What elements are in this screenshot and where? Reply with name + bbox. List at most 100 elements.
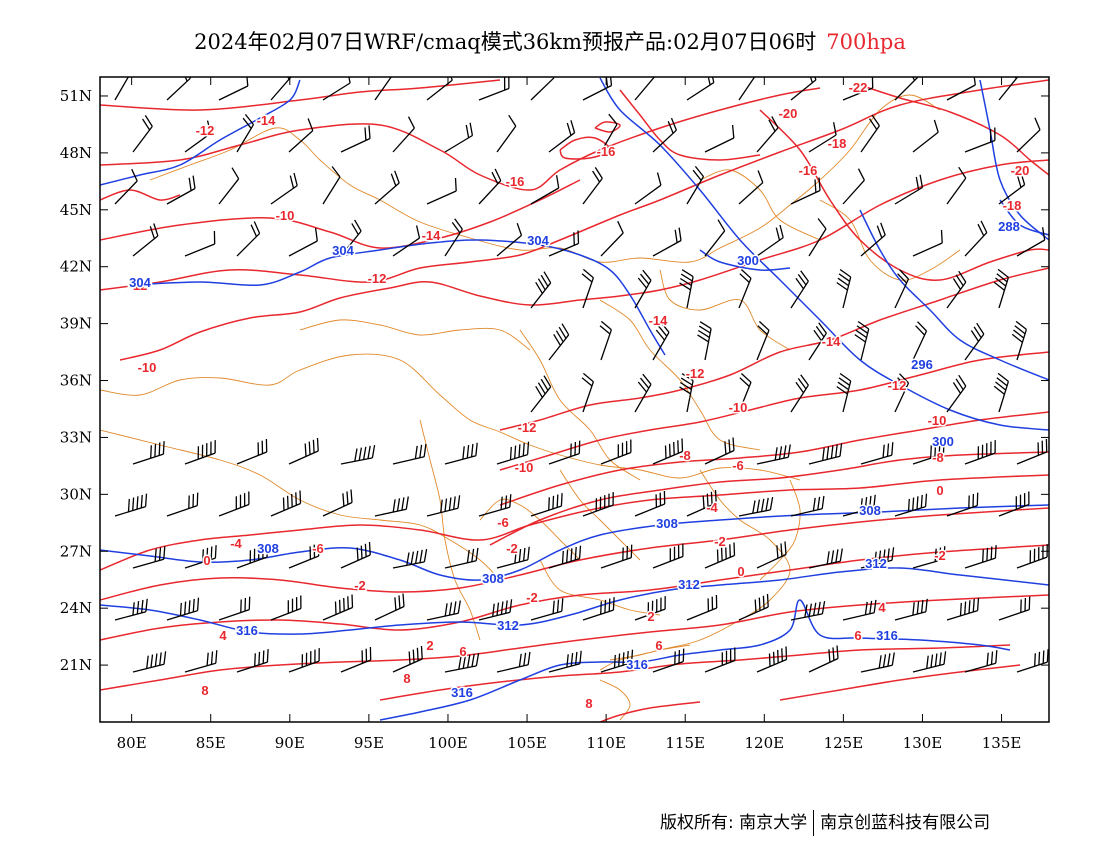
temperature-label: 8 bbox=[403, 671, 410, 686]
wind-barb bbox=[634, 596, 666, 621]
wind-barb bbox=[114, 493, 148, 517]
title-level: 700hpa bbox=[826, 30, 906, 54]
footer-copyright: 版权所有: 南京大学 bbox=[660, 813, 808, 833]
wind-barb bbox=[652, 543, 684, 569]
wind-barb bbox=[599, 320, 613, 361]
lon-tick-label: 125E bbox=[824, 734, 864, 752]
wind-barb bbox=[444, 218, 463, 257]
wind-barb bbox=[478, 494, 512, 517]
wind-barb bbox=[340, 541, 371, 569]
wind-barb bbox=[1016, 544, 1048, 569]
wind-barb bbox=[1016, 117, 1041, 153]
wind-barb bbox=[374, 496, 409, 517]
wind-barb bbox=[322, 77, 351, 101]
height-label: 312 bbox=[497, 618, 519, 633]
boundary-line bbox=[759, 479, 801, 581]
wind-barb bbox=[496, 546, 530, 569]
lat-tick-label: 48N bbox=[60, 144, 92, 162]
wind-barb bbox=[652, 648, 685, 673]
wind-barb bbox=[738, 77, 756, 101]
wind-barb bbox=[478, 168, 502, 205]
temperature-label: -6 bbox=[497, 515, 509, 530]
wind-barb bbox=[478, 599, 513, 621]
wind-barb bbox=[998, 172, 1026, 205]
wind-barb bbox=[496, 114, 517, 153]
lon-tick-label: 110E bbox=[586, 734, 626, 752]
height-contour bbox=[100, 567, 1049, 635]
wind-barb bbox=[652, 117, 678, 153]
wind-barb bbox=[738, 373, 752, 413]
temperature-label: -4 bbox=[230, 536, 242, 551]
height-contour bbox=[100, 79, 301, 186]
wind-barb bbox=[652, 321, 670, 361]
boundary-line bbox=[609, 644, 691, 661]
temperature-label: 0 bbox=[737, 564, 744, 579]
wind-barb bbox=[582, 597, 615, 621]
wind-barb bbox=[392, 225, 421, 257]
footer: 版权所有: 南京大学 南京创蓝科技有限公司 bbox=[660, 808, 990, 836]
temperature-isotherm bbox=[599, 701, 701, 722]
map-axes: 80E 85E 90E 95E 100E 105E 110E 115E 120E 125E 130E… bbox=[60, 77, 1049, 752]
height-label: 296 bbox=[911, 357, 933, 372]
height-label: 316 bbox=[626, 657, 648, 672]
height-label: 308 bbox=[656, 516, 678, 531]
wind-barb bbox=[912, 119, 939, 153]
wind-barb bbox=[652, 227, 682, 257]
wind-barb bbox=[854, 320, 870, 361]
wind-barb bbox=[236, 113, 255, 153]
wind-barb bbox=[392, 645, 423, 673]
wind-barb bbox=[270, 490, 302, 517]
wind-barb bbox=[166, 175, 196, 205]
temperature-label: -14 bbox=[822, 334, 842, 349]
wind-barb bbox=[288, 648, 320, 673]
wind-barb bbox=[808, 548, 843, 569]
temperature-label: -8 bbox=[679, 448, 691, 463]
wind-barb bbox=[842, 168, 865, 205]
wind-barb bbox=[998, 596, 1031, 621]
temperature-label: 0 bbox=[203, 553, 210, 568]
wind-barb bbox=[808, 443, 843, 465]
wind-barb bbox=[790, 177, 821, 205]
wind-barb bbox=[496, 441, 530, 465]
wind-barb bbox=[756, 116, 779, 153]
wind-barb bbox=[340, 444, 376, 465]
wind-barb bbox=[860, 114, 880, 153]
wind-barb bbox=[842, 494, 876, 517]
height-label: 300 bbox=[932, 434, 954, 449]
wind-barb bbox=[993, 268, 1010, 309]
wind-barb bbox=[912, 441, 945, 465]
wind-barb bbox=[374, 593, 405, 621]
wind-barb bbox=[530, 375, 552, 413]
temperature-label: -14 bbox=[257, 113, 277, 128]
wind-barb bbox=[964, 650, 998, 673]
wind-barb bbox=[218, 77, 249, 101]
wind-barb bbox=[600, 544, 633, 569]
lon-tick-label: 80E bbox=[117, 734, 147, 752]
boundary-line bbox=[519, 329, 641, 481]
wind-barb bbox=[946, 492, 979, 517]
wind-barb bbox=[548, 440, 581, 465]
wind-barb bbox=[738, 269, 752, 309]
height-label: 308 bbox=[257, 541, 279, 556]
wind-barb bbox=[582, 77, 613, 101]
height-label: 288 bbox=[998, 219, 1020, 234]
wind-barb bbox=[790, 77, 817, 101]
height-label: 300 bbox=[737, 253, 759, 268]
temperature-labels: -22-20-20-18-18-16-16-16-14-14-14-14-12-… bbox=[127, 79, 1031, 713]
wind-barb bbox=[912, 651, 947, 673]
wind-barb bbox=[322, 594, 354, 621]
wind-barb bbox=[894, 373, 910, 413]
temperature-isotherm bbox=[100, 79, 501, 111]
wind-barb bbox=[600, 649, 634, 673]
lat-tick-label: 30N bbox=[60, 485, 92, 503]
wind-barb bbox=[946, 374, 967, 413]
temperature-label: 8 bbox=[585, 696, 592, 711]
height-contour bbox=[859, 209, 1049, 381]
wind-barb bbox=[374, 77, 392, 101]
wind-barb bbox=[836, 372, 852, 413]
plot-frame bbox=[99, 76, 1050, 723]
wind-barb bbox=[790, 270, 809, 309]
wind-barb bbox=[860, 442, 894, 465]
wind-barb bbox=[548, 230, 580, 257]
wind-barb bbox=[270, 77, 292, 101]
